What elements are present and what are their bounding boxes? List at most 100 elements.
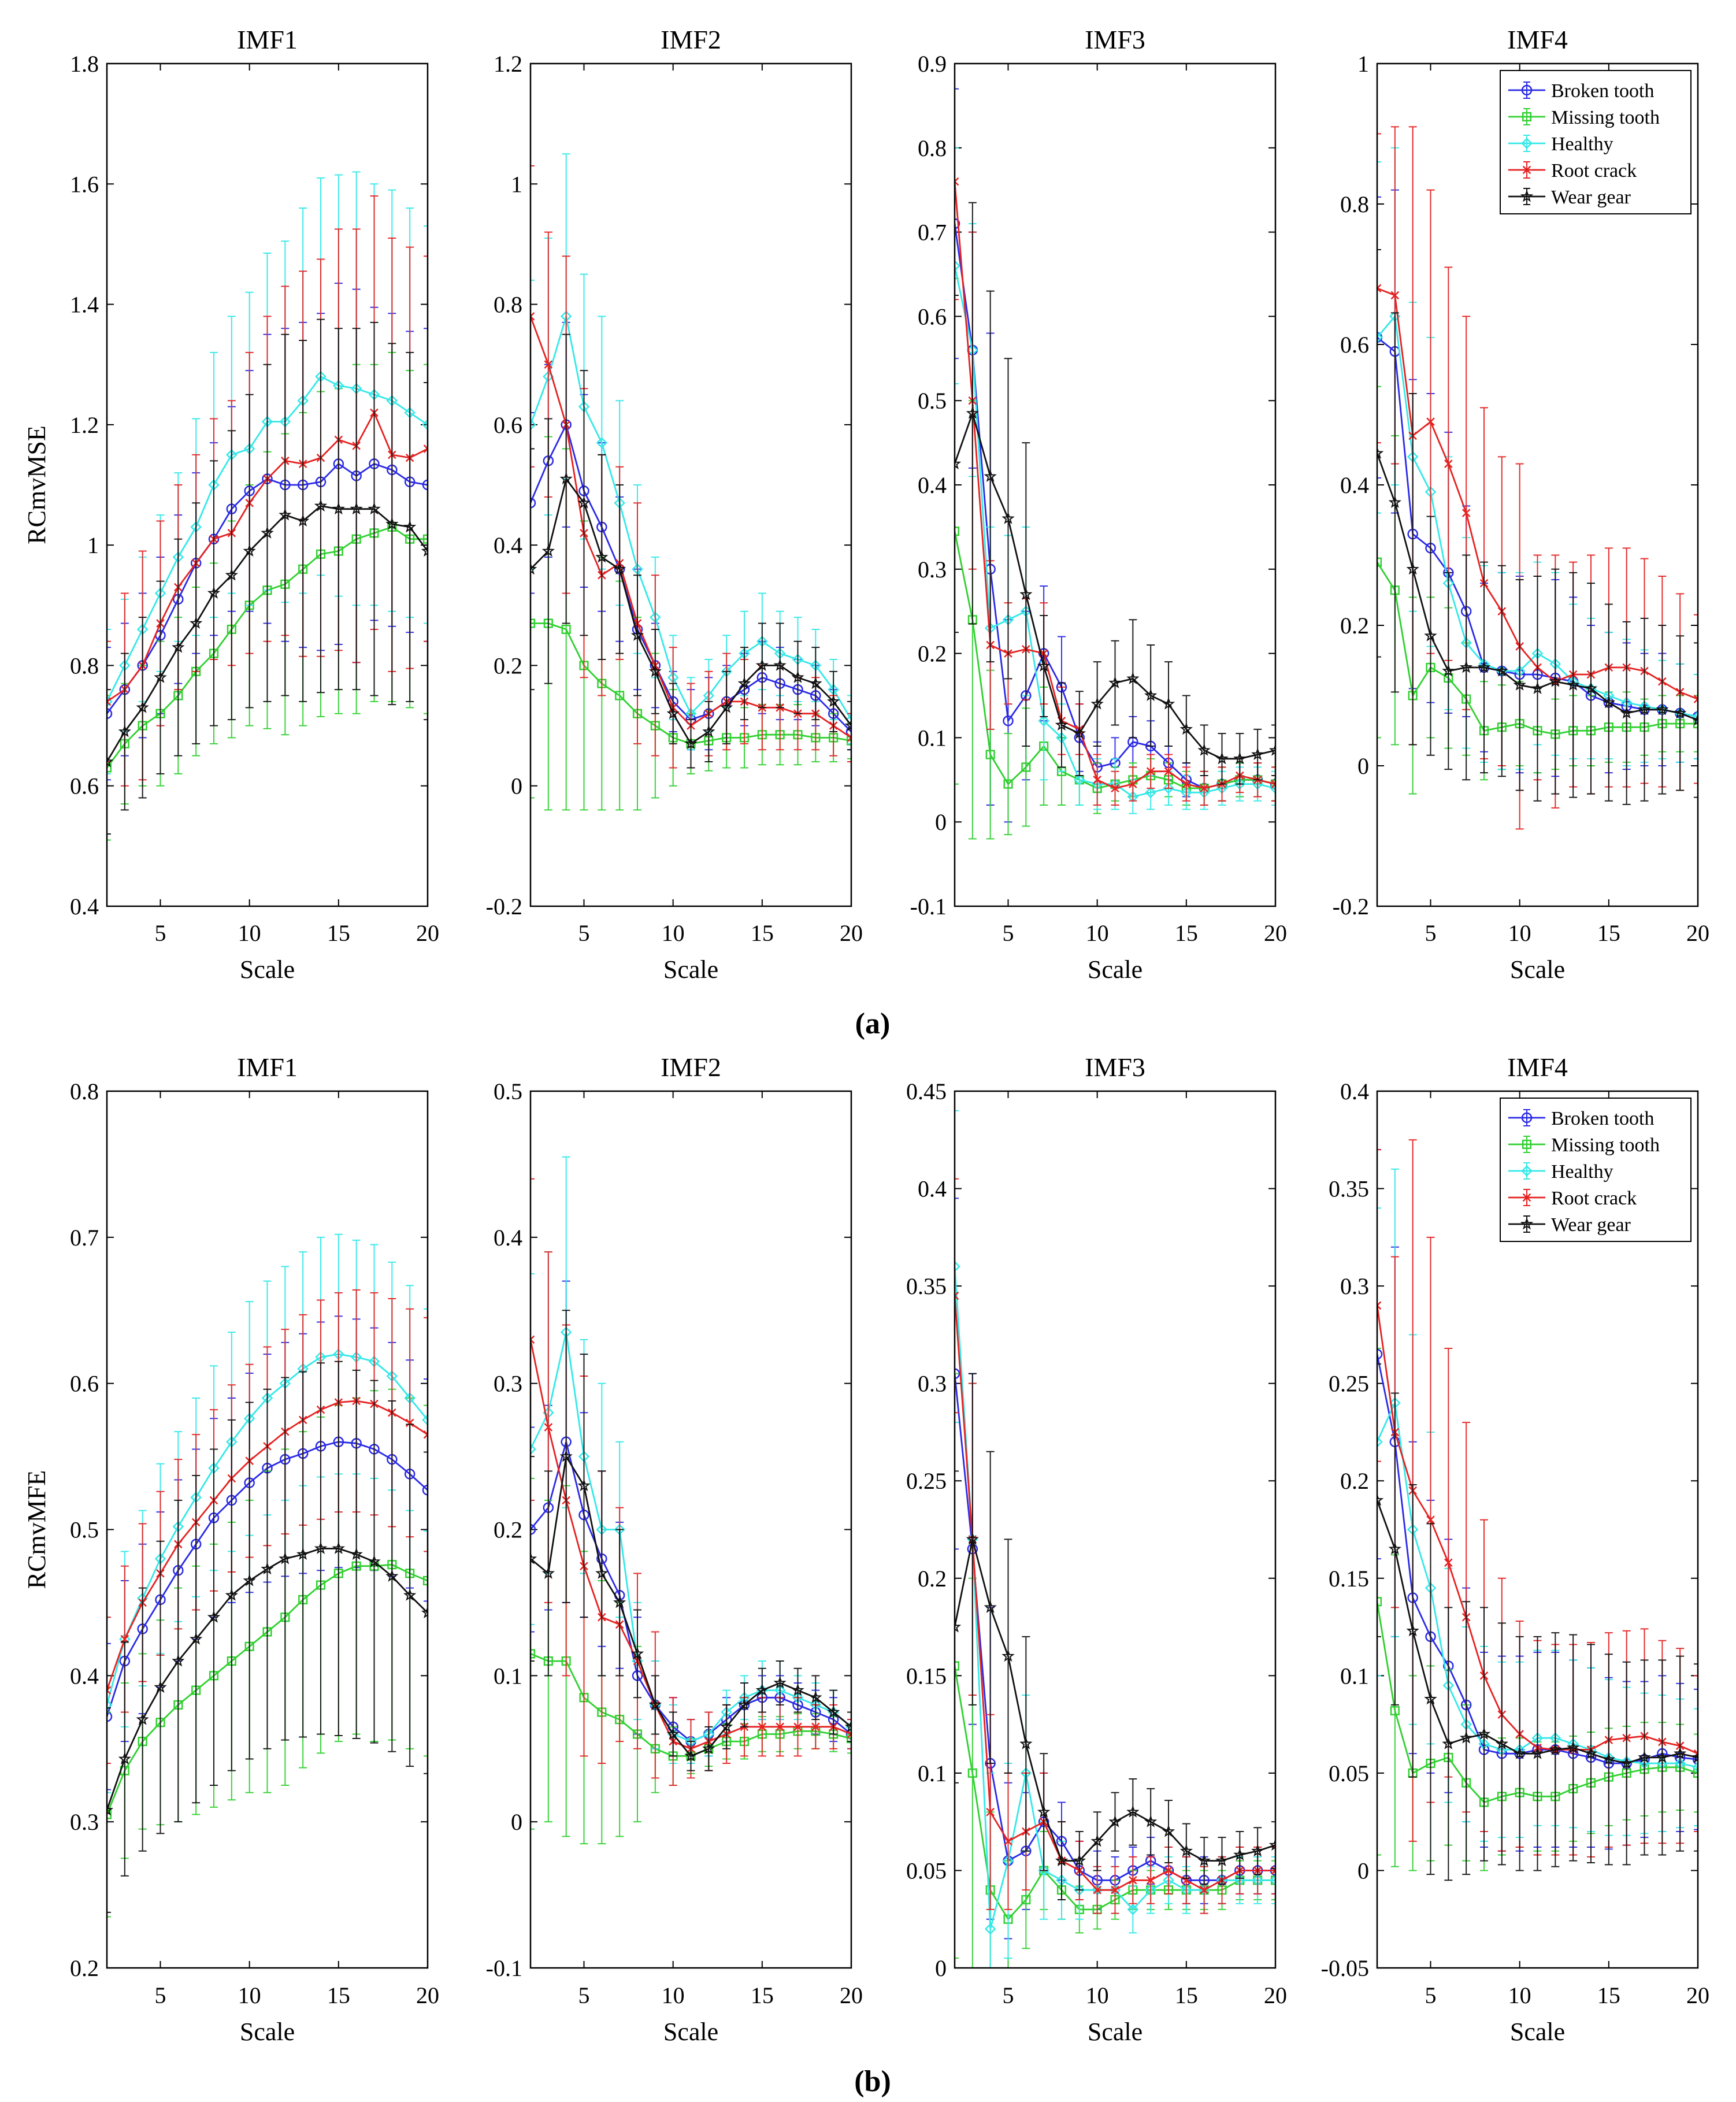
data-point — [595, 550, 609, 563]
data-point — [809, 676, 822, 689]
error-bar — [955, 88, 959, 359]
legend-marker — [1520, 1217, 1534, 1230]
legend-marker — [1522, 112, 1532, 122]
x-tick-label: 20 — [1686, 920, 1709, 946]
data-point — [1444, 459, 1453, 468]
error-bar — [1377, 1207, 1381, 1677]
data-point — [544, 360, 553, 369]
y-tick-label: -0.1 — [486, 1955, 522, 1981]
plot-area — [955, 1110, 1275, 1968]
data-point — [719, 700, 733, 713]
data-point — [648, 665, 662, 677]
data-point — [1164, 1866, 1173, 1875]
y-tick-label: 0.35 — [1329, 1176, 1369, 1202]
error-bar — [107, 628, 111, 774]
data-point — [1073, 726, 1086, 739]
plot-area — [531, 153, 851, 811]
data-point — [1074, 774, 1085, 786]
data-point — [314, 1541, 328, 1554]
data-point — [1691, 1751, 1698, 1763]
series-wear-gear — [531, 333, 851, 769]
series-wear-gear — [1377, 249, 1698, 805]
series-wear-gear — [1377, 1363, 1698, 1881]
series-line — [955, 410, 1275, 760]
data-point — [844, 1720, 851, 1733]
data-point — [421, 1606, 428, 1619]
x-tick-label: 15 — [1175, 1982, 1198, 2008]
data-point — [531, 497, 536, 509]
data-point — [1692, 1754, 1698, 1765]
x-tick-label: 20 — [1264, 920, 1287, 946]
data-point — [423, 444, 428, 453]
data-point — [1377, 1493, 1384, 1506]
error-bar — [424, 1404, 428, 1757]
data-point — [1090, 1834, 1104, 1847]
data-point — [955, 218, 960, 229]
error-bar — [1271, 1860, 1275, 1901]
y-tick-label: 0.7 — [70, 1225, 99, 1251]
data-point — [1144, 688, 1158, 701]
x-tick-label: 5 — [1425, 920, 1437, 946]
x-axis-label: Scale — [1088, 2018, 1143, 2046]
data-point — [422, 479, 428, 491]
data-point — [1129, 1876, 1137, 1885]
y-tick-label: 0.2 — [918, 641, 947, 667]
panel-b-imf1: IMF1 0.2 0.3 0.4 0.5 0.6 0.7 0.8 5 10 15 20 Scale RCm… — [23, 1052, 439, 2046]
legend-marker — [1522, 1193, 1531, 1202]
x-tick-label: 20 — [416, 1982, 439, 2008]
y-tick-label: 1 — [511, 171, 522, 197]
y-tick-label: 0.25 — [906, 1468, 947, 1494]
plot-frame — [106, 1090, 429, 1969]
data-point — [630, 628, 644, 641]
x-axis-label: Scale — [240, 2018, 295, 2046]
data-point — [1377, 1597, 1382, 1607]
data-point — [666, 1727, 680, 1740]
data-point — [613, 1596, 626, 1608]
data-point — [1162, 1825, 1175, 1837]
panel-title: IMF1 — [237, 1052, 298, 1082]
data-point — [1406, 1624, 1419, 1637]
error-bar — [424, 255, 428, 642]
y-tick-label: 1 — [87, 532, 99, 558]
data-point — [1093, 776, 1101, 784]
legend-label: Healthy — [1551, 134, 1613, 155]
panel-a-imf4: IMF4-0.200.20.40.60.815 10 15 20ScaleBroken… — [1333, 25, 1709, 984]
series-wear-gear — [955, 1373, 1275, 1901]
error-bar — [1694, 642, 1698, 798]
y-tick-label: 0 — [935, 1955, 947, 1981]
error-bar — [531, 1273, 535, 1625]
legend-marker — [1521, 1165, 1533, 1177]
y-tick-label: 0.6 — [918, 303, 947, 329]
legend-marker — [1522, 165, 1531, 175]
data-point — [666, 706, 680, 720]
x-tick-label: 20 — [1264, 1982, 1287, 2008]
legend-box — [1500, 70, 1692, 214]
legend-errorbar — [1523, 1109, 1530, 1126]
data-point — [1442, 664, 1455, 677]
data-point — [1019, 1737, 1033, 1749]
data-point — [403, 1588, 417, 1601]
y-tick-label: 0.45 — [906, 1078, 947, 1104]
error-bar — [424, 1451, 428, 1774]
plot-frame — [1376, 1090, 1699, 1969]
data-point — [955, 457, 962, 470]
panel-title: IMF1 — [237, 25, 298, 54]
series-wear-gear — [107, 318, 428, 835]
error-bar — [424, 225, 428, 624]
legend-entry-wear-gear: Wear gear — [1508, 187, 1631, 208]
data-point — [332, 502, 345, 515]
data-point — [559, 1449, 573, 1462]
data-point — [1692, 711, 1698, 722]
y-tick-label: 0.8 — [1340, 191, 1369, 217]
data-point — [225, 1588, 239, 1601]
data-point — [1377, 1436, 1383, 1448]
legend-errorbar — [1523, 108, 1530, 125]
data-point — [1656, 703, 1669, 716]
panel-b-imf4: IMF4 -0.05 0 0.05 0.1 0.15 0.2 0.25 0.3 0.35 0.4 5 1… — [1321, 1052, 1709, 2046]
y-tick-label: 0.3 — [1340, 1273, 1369, 1299]
y-tick-label: 0.6 — [70, 1371, 99, 1397]
y-tick-label: 1.6 — [70, 171, 99, 197]
series-wear-gear — [107, 1360, 428, 1913]
data-point — [154, 670, 167, 683]
data-point — [577, 1478, 591, 1492]
